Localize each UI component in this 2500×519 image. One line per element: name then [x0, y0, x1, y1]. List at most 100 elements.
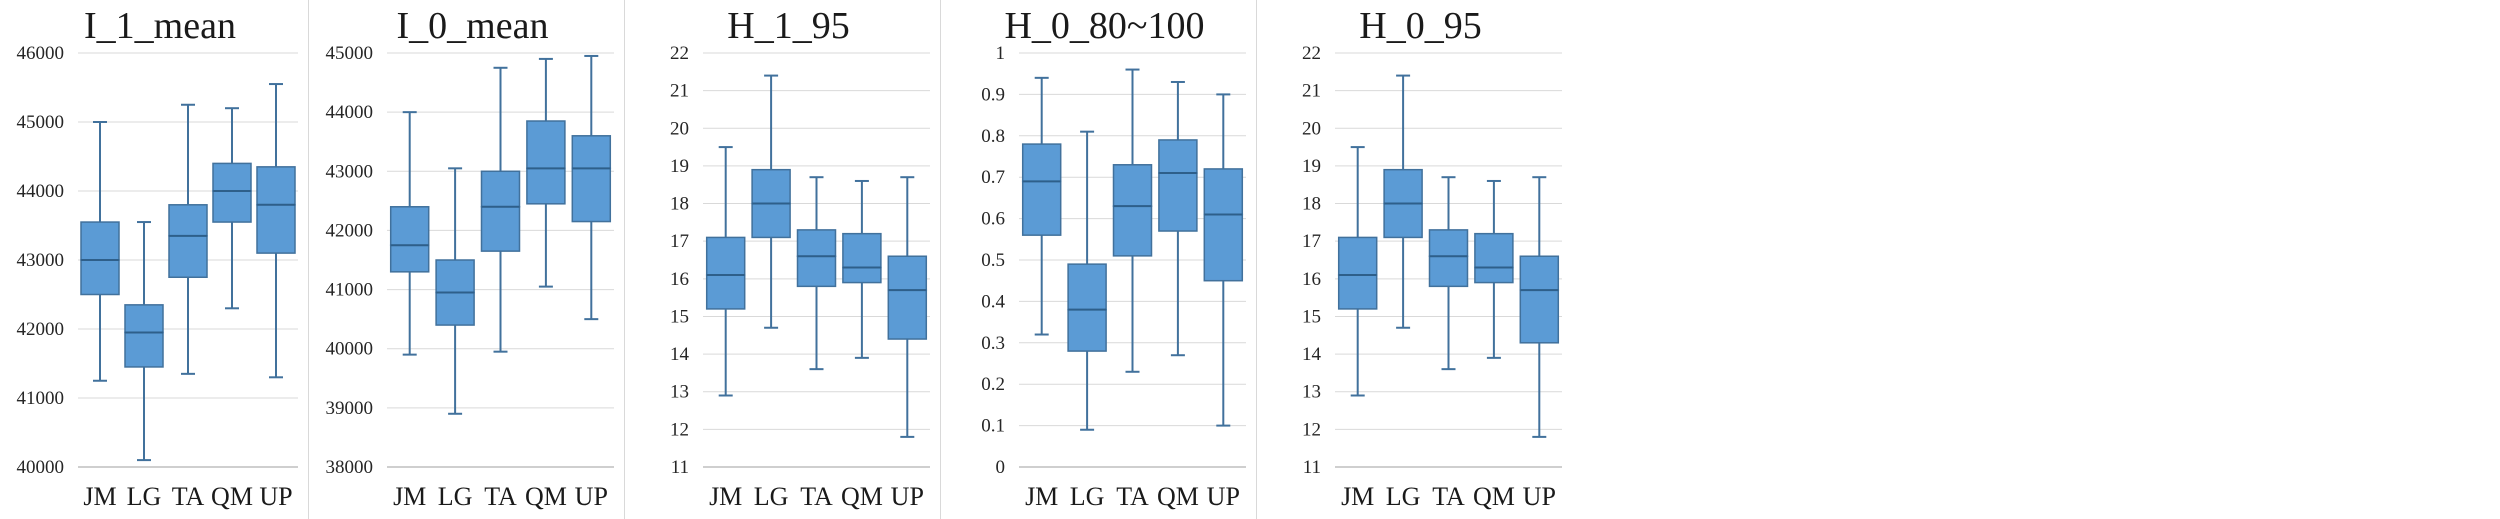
box-lower-quartile [1519, 289, 1560, 344]
panel-divider [308, 0, 309, 519]
box-lower-quartile [1067, 308, 1107, 352]
chart-panel-h-1-95: H_1_95 11 12 13 14 15 16 17 18 19 20 21 22 JM LG TA QM UP [625, 0, 940, 519]
x-tick-label: UP [575, 482, 608, 511]
box-up [1519, 176, 1560, 438]
y-tick-label: 42000 [17, 319, 65, 340]
x-tick-label: LG [1386, 482, 1421, 511]
box-lower-quartile [256, 204, 296, 254]
y-tick-label: 0.1 [981, 416, 1005, 437]
x-tick-label: TA [172, 482, 205, 511]
box-plot-h-0-80-100: H_0_80~100 0 0.1 0.2 0.3 0.4 0.5 0.6 0.7 0.8 0.9 1 J… [981, 5, 1246, 511]
chart-title: H_1_95 [727, 5, 849, 47]
box-upper-quartile [887, 255, 928, 291]
x-tick-label: LG [127, 482, 162, 511]
y-tick-label: 15 [670, 306, 689, 327]
box-up [571, 54, 612, 321]
x-tick-label: QM [525, 482, 567, 511]
box-upper-quartile [842, 232, 882, 269]
panel-divider [1256, 0, 1257, 519]
y-tick-label: 11 [1303, 457, 1321, 478]
box-upper-quartile [526, 120, 566, 170]
chart-title: H_0_80~100 [1004, 5, 1204, 47]
box-upper-quartile [1021, 143, 1062, 183]
box-upper-quartile [1474, 232, 1514, 269]
chart-title: I_1_mean [84, 5, 236, 47]
box-lower-quartile [842, 266, 882, 284]
box-jm [705, 146, 746, 397]
y-tick-label: 38000 [326, 457, 374, 478]
box-upper-quartile [256, 166, 296, 206]
y-tick-label: 18 [1302, 194, 1321, 215]
x-tick-label: QM [1157, 482, 1199, 511]
box-lower-quartile [80, 259, 120, 296]
x-tick-label: JM [1341, 482, 1374, 511]
y-tick-label: 0.8 [981, 126, 1005, 147]
y-tick-label: 0.5 [981, 250, 1005, 271]
box-lower-quartile [389, 244, 430, 273]
box-ta [1428, 176, 1469, 371]
box-upper-quartile [80, 221, 120, 261]
y-tick-label: 39000 [326, 398, 374, 419]
y-tick-label: 40000 [17, 457, 65, 478]
box-lg [751, 74, 791, 329]
box-qm [212, 107, 252, 310]
y-tick-label: 40000 [326, 339, 374, 360]
box-lower-quartile [1158, 172, 1198, 232]
x-tick-label: LG [754, 482, 789, 511]
y-tick-label: 17 [670, 231, 689, 252]
y-tick-label: 0.2 [981, 374, 1005, 395]
box-lower-quartile [1112, 205, 1153, 257]
y-tick-label: 1 [996, 43, 1006, 64]
y-tick-label: 12 [670, 419, 689, 440]
x-tick-label: UP [259, 482, 292, 511]
box-lower-quartile [1337, 274, 1378, 310]
box-lower-quartile [1428, 255, 1469, 288]
box-lower-quartile [705, 274, 746, 310]
x-tick-label: QM [211, 482, 253, 511]
box-up [887, 176, 928, 438]
box-upper-quartile [1203, 168, 1244, 216]
y-tick-label: 0.6 [981, 209, 1005, 230]
box-jm [389, 111, 430, 356]
box-upper-quartile [124, 304, 164, 334]
y-tick-label: 0.9 [981, 84, 1005, 105]
box-upper-quartile [571, 135, 612, 170]
box-upper-quartile [751, 168, 791, 205]
y-tick-label: 22 [670, 43, 689, 64]
y-tick-label: 12 [1302, 419, 1321, 440]
y-tick-label: 45000 [326, 43, 374, 64]
x-tick-label: QM [841, 482, 883, 511]
x-tick-label: UP [1523, 482, 1556, 511]
box-lg [1067, 130, 1107, 431]
box-upper-quartile [1067, 263, 1107, 311]
box-qm [842, 179, 882, 359]
box-upper-quartile [1383, 168, 1423, 205]
box-lg [1383, 74, 1423, 329]
box-upper-quartile [1519, 255, 1560, 291]
box-up [1203, 93, 1244, 427]
box-qm [526, 57, 566, 288]
box-upper-quartile [389, 206, 430, 246]
y-tick-label: 0.3 [981, 333, 1005, 354]
y-tick-label: 44000 [326, 102, 374, 123]
box-jm [80, 121, 120, 382]
box-lg [435, 167, 475, 415]
box-upper-quartile [1158, 139, 1198, 174]
y-tick-label: 41000 [326, 280, 374, 301]
box-lower-quartile [571, 167, 612, 223]
x-tick-label: TA [800, 482, 833, 511]
y-tick-label: 41000 [17, 388, 65, 409]
box-plot-h-1-95: H_1_95 11 12 13 14 15 16 17 18 19 20 21 22 JM LG TA QM UP [670, 5, 930, 511]
x-tick-label: TA [1432, 482, 1465, 511]
box-upper-quartile [1112, 164, 1153, 207]
y-tick-label: 0 [996, 457, 1006, 478]
box-lower-quartile [526, 167, 566, 205]
y-tick-label: 16 [670, 269, 689, 290]
x-tick-label: JM [709, 482, 742, 511]
box-plot-i-0-mean: I_0_mean 38000 39000 40000 41000 42000 43000 44… [326, 5, 614, 511]
y-tick-label: 14 [670, 344, 690, 365]
x-tick-label: JM [83, 482, 116, 511]
y-tick-label: 21 [1302, 81, 1321, 102]
y-tick-label: 17 [1302, 231, 1321, 252]
